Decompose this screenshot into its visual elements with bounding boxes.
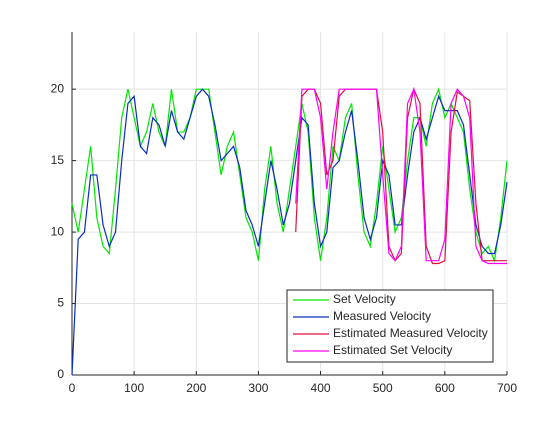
legend-label: Estimated Set Velocity (333, 343, 452, 357)
legend-label: Estimated Measured Velocity (333, 326, 488, 340)
series-line (71, 88, 508, 376)
x-tick-label: 500 (373, 381, 393, 395)
y-tick-label: 20 (51, 81, 65, 95)
legend-label: Measured Velocity (333, 309, 431, 323)
y-tick-label: 15 (51, 153, 65, 167)
y-tick-label: 10 (51, 224, 65, 238)
x-tick-label: 300 (248, 381, 268, 395)
y-tick-label: 5 (57, 296, 64, 310)
y-tick-label: 0 (57, 367, 64, 381)
series-line (295, 86, 507, 265)
x-tick-label: 700 (497, 381, 517, 395)
series-line (71, 87, 508, 263)
x-tick-label: 100 (124, 381, 144, 395)
x-tick-label: 200 (186, 381, 206, 395)
x-tick-label: 400 (311, 381, 331, 395)
x-tick-label: 600 (435, 381, 455, 395)
legend-label: Set Velocity (333, 292, 396, 306)
legend-box (286, 289, 494, 363)
series-line (295, 87, 507, 265)
x-tick-label: 0 (69, 381, 76, 395)
